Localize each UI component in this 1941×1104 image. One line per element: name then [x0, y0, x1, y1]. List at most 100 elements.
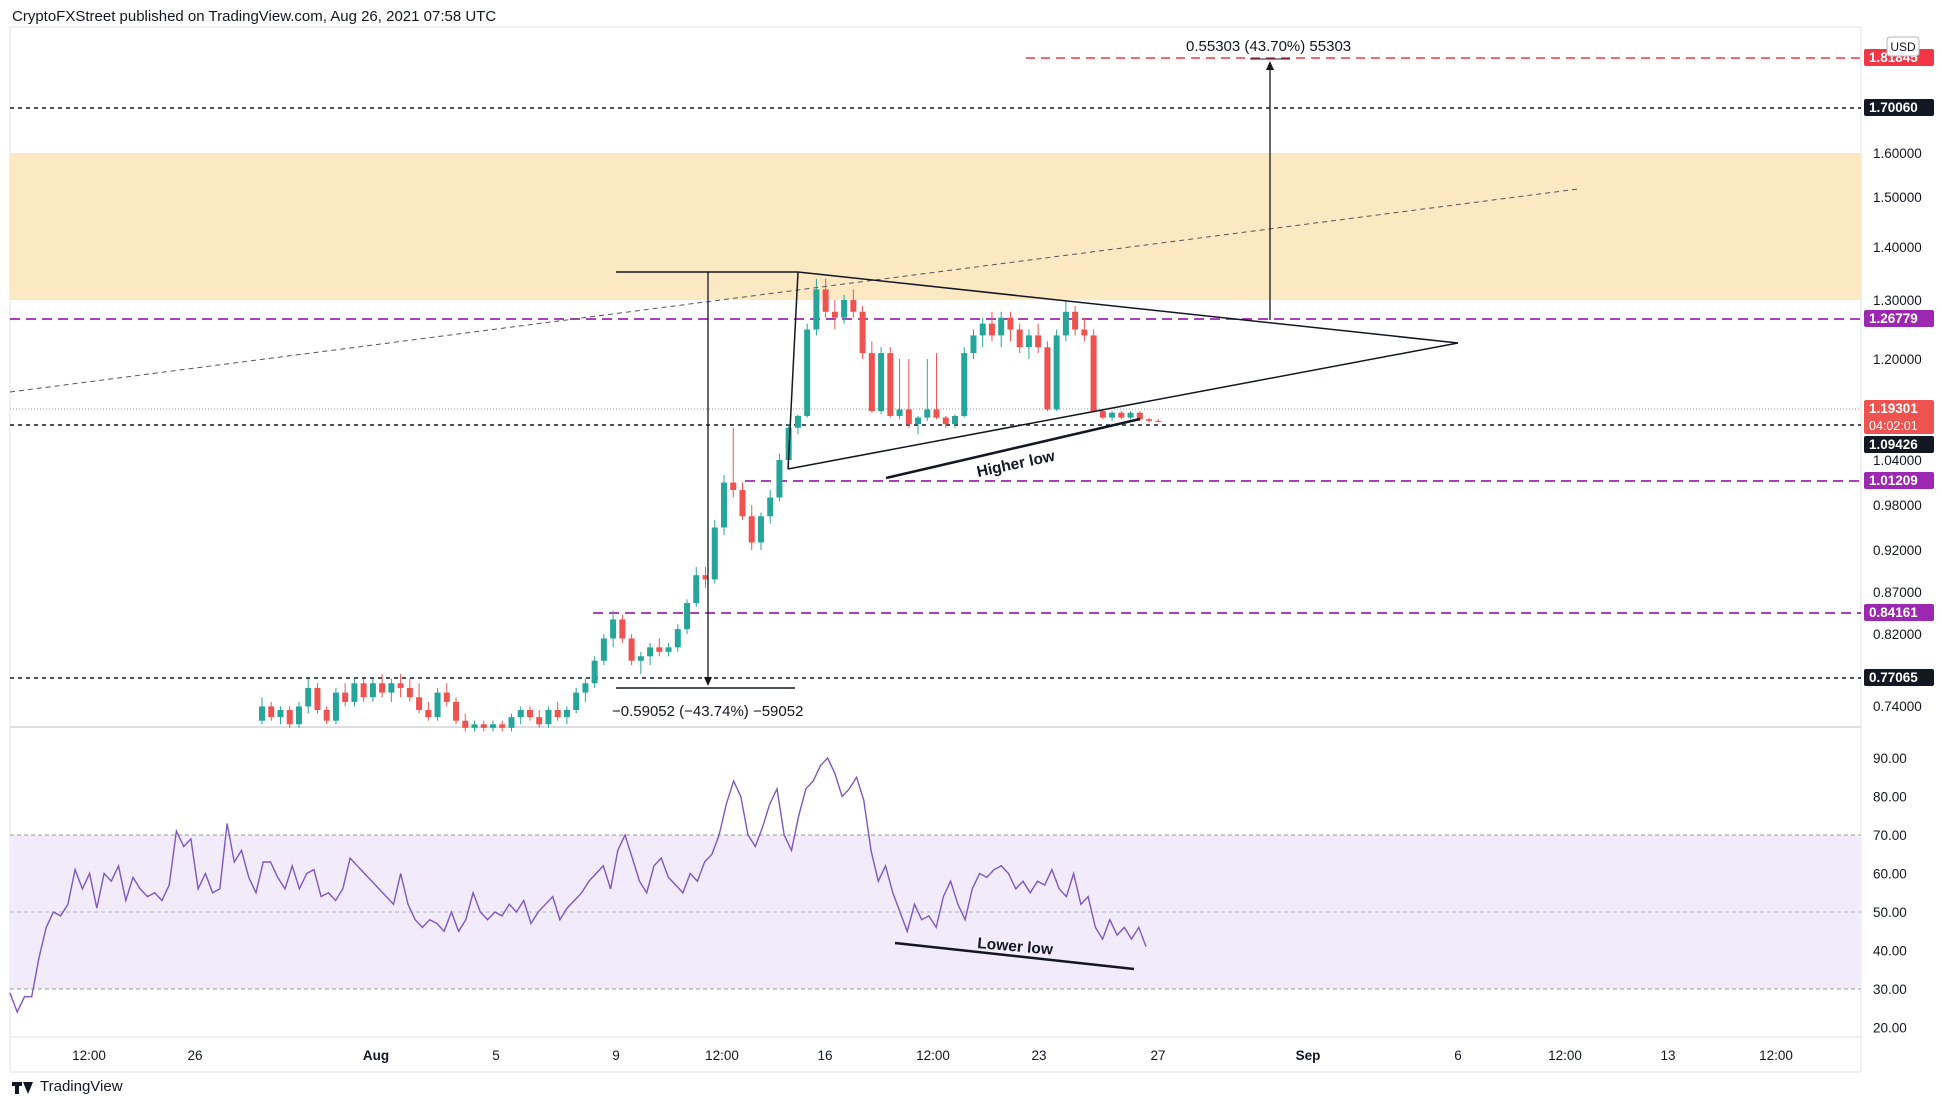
- candle-body: [841, 300, 848, 318]
- rsi-axis[interactable]: 90.00 80.00 70.00 60.00 50.00 40.00 30.00 20.00: [1873, 751, 1907, 1036]
- rsi-tick-label: 70.00: [1873, 828, 1907, 843]
- candle-body: [711, 527, 718, 580]
- time-axis[interactable]: 12:00 26 Aug 5 9 12:00 16 12:00 23 27 Sep 6 12:00 13 1…: [72, 1048, 1793, 1063]
- countdown-label: 04:02:01: [1869, 419, 1918, 433]
- time-tick-label: 12:00: [1548, 1048, 1582, 1063]
- candle-body: [295, 706, 302, 725]
- price-tag: [1864, 400, 1934, 434]
- time-tick-label: 12:00: [1759, 1048, 1793, 1063]
- candle-body: [526, 710, 533, 718]
- candle-body: [1035, 335, 1042, 348]
- price-tag: [1864, 99, 1934, 116]
- time-tick-label: 27: [1150, 1048, 1165, 1063]
- footer-brand: TradingView: [40, 1078, 123, 1095]
- candle-body: [591, 660, 598, 684]
- candle-body: [1081, 329, 1088, 336]
- candle-body: [776, 460, 783, 498]
- candle-body: [739, 490, 746, 517]
- rsi-tick-label: 20.00: [1873, 1021, 1907, 1036]
- candle-body: [998, 317, 1005, 336]
- publish-header: CryptoFXStreet published on TradingView.…: [12, 8, 497, 25]
- candle-body: [1109, 412, 1116, 418]
- footer: TradingView: [12, 1078, 123, 1095]
- candle-body: [1127, 412, 1134, 418]
- candle-body: [1072, 311, 1079, 330]
- candle-body: [1044, 347, 1051, 410]
- candle-body: [748, 516, 755, 543]
- candle-body: [600, 638, 607, 661]
- candle-body: [915, 417, 922, 425]
- price-tick-label: 0.74000: [1873, 699, 1922, 714]
- candle-body: [416, 697, 423, 710]
- triangle-pattern: [616, 271, 1459, 689]
- price-tag: [1864, 436, 1934, 453]
- price-tag-label: 1.19301: [1869, 401, 1918, 416]
- supply-zone: [10, 153, 1861, 300]
- candle-body: [360, 683, 367, 698]
- lower-low-label: Lower low: [977, 935, 1055, 959]
- candle-body: [545, 710, 552, 725]
- candle-body: [517, 710, 524, 718]
- candle-body: [831, 311, 838, 318]
- price-tag-label: 1.01209: [1869, 473, 1918, 488]
- candle-body: [462, 720, 469, 728]
- candle-body: [850, 300, 857, 312]
- long-trendline: [9, 188, 1579, 393]
- candle-body: [961, 353, 968, 416]
- candle-body: [259, 706, 265, 721]
- rsi-line: [9, 756, 1147, 1014]
- candle-body: [1155, 420, 1162, 422]
- candle-body: [868, 353, 875, 412]
- price-tag: [1864, 310, 1934, 327]
- price-tick-label: 1.40000: [1873, 240, 1922, 255]
- candle-body: [610, 619, 617, 639]
- candle-body: [554, 710, 561, 718]
- price-axis[interactable]: 1.60000 1.50000 1.40000 1.30000 1.20000 1.040…: [1873, 146, 1922, 714]
- candle-body: [379, 683, 386, 693]
- candle-body: [1118, 412, 1125, 418]
- time-tick-label: 12:00: [916, 1048, 950, 1063]
- time-tick-label: 16: [817, 1048, 832, 1063]
- candle-body: [822, 289, 829, 312]
- currency-label: USD: [1890, 40, 1916, 54]
- time-tick-label: 12:00: [72, 1048, 106, 1063]
- rsi-tick-label: 50.00: [1873, 905, 1907, 920]
- price-tick-label: 1.30000: [1873, 293, 1922, 308]
- candle-body: [286, 710, 293, 725]
- time-tick-label: 6: [1454, 1048, 1462, 1063]
- candle-body: [794, 415, 801, 428]
- candle-body: [425, 710, 432, 718]
- candle-body: [905, 409, 912, 425]
- measure-down-label: −0.59052 (−43.74%) −59052: [612, 703, 803, 720]
- candle-body: [924, 409, 931, 418]
- candle-body: [305, 687, 312, 707]
- time-tick-label: 9: [612, 1048, 620, 1063]
- tradingview-logo-icon: [12, 1080, 34, 1094]
- candle-body: [619, 619, 626, 639]
- candle-body: [351, 683, 358, 702]
- rsi-tick-label: 60.00: [1873, 867, 1907, 882]
- candle-body: [1099, 411, 1106, 418]
- candle-body: [1053, 335, 1060, 410]
- candle-body: [1007, 317, 1014, 330]
- candle-body: [637, 656, 644, 661]
- candle-body: [314, 687, 321, 710]
- candle-body: [942, 417, 949, 425]
- currency-box[interactable]: [1886, 36, 1920, 57]
- time-tick-label: 12:00: [705, 1048, 739, 1063]
- higher-low-label: Higher low: [975, 448, 1057, 481]
- candle-body: [684, 603, 691, 630]
- time-tick-label: 26: [187, 1048, 202, 1063]
- candle-body: [647, 647, 654, 657]
- candle-body: [952, 415, 958, 425]
- candle-body: [388, 683, 395, 693]
- candle-body: [490, 724, 496, 728]
- candle-body: [443, 692, 450, 702]
- price-tag-label: 1.26779: [1869, 311, 1918, 326]
- price-tick-label: 0.92000: [1873, 543, 1922, 558]
- price-tick-label: 1.60000: [1873, 146, 1922, 161]
- rsi-tick-label: 40.00: [1873, 944, 1907, 959]
- candle-body: [656, 647, 663, 652]
- candle-body: [536, 717, 543, 725]
